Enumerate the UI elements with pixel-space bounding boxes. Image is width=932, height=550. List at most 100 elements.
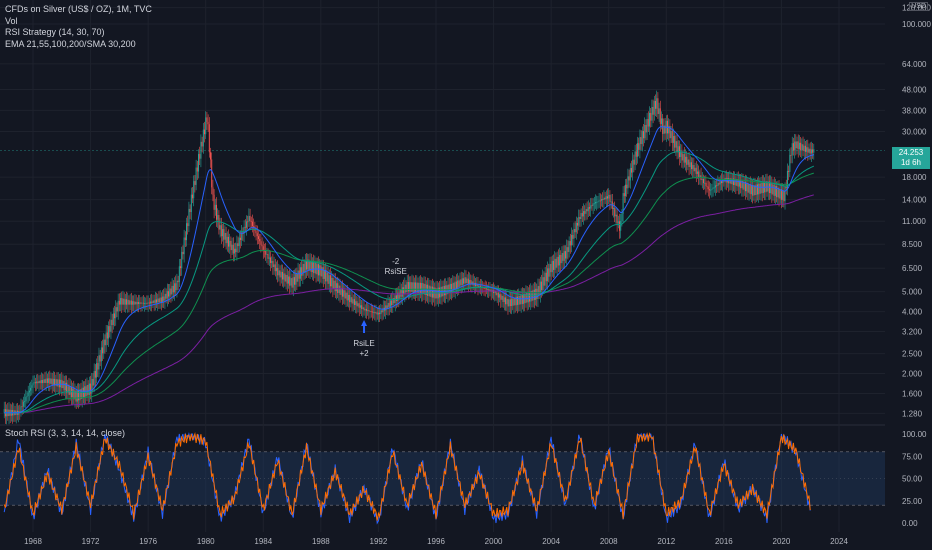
candle-body bbox=[49, 378, 51, 384]
candle-body bbox=[622, 193, 624, 214]
candle-body bbox=[250, 221, 252, 222]
candle-body bbox=[488, 288, 490, 291]
candle-body bbox=[388, 302, 390, 307]
time-tick-label: 2016 bbox=[715, 537, 733, 546]
candle-body bbox=[479, 285, 481, 288]
candle-body bbox=[571, 235, 573, 246]
candle-body bbox=[405, 284, 407, 293]
candle-body bbox=[737, 179, 739, 187]
candle-body bbox=[150, 301, 152, 304]
candle-body bbox=[180, 266, 182, 269]
candle-body bbox=[170, 288, 172, 295]
candle-body bbox=[400, 289, 402, 297]
candle-body bbox=[512, 298, 514, 306]
candle-body bbox=[706, 186, 708, 187]
candle-body bbox=[141, 302, 143, 304]
candle-body bbox=[188, 208, 190, 227]
candle-body bbox=[776, 186, 778, 198]
candle-body bbox=[789, 154, 791, 172]
candle-body bbox=[579, 216, 581, 220]
candle-body bbox=[752, 185, 754, 196]
time-tick-label: 2012 bbox=[657, 537, 675, 546]
candle-body bbox=[711, 188, 713, 190]
candle-body bbox=[716, 185, 718, 187]
candle-body bbox=[374, 311, 376, 314]
candle-body bbox=[699, 175, 701, 177]
candle-body bbox=[160, 297, 162, 302]
candle-body bbox=[57, 379, 59, 387]
candle-body bbox=[351, 297, 353, 304]
candle-body bbox=[430, 286, 432, 297]
candle-body bbox=[234, 248, 235, 254]
candle-body bbox=[494, 291, 496, 294]
candle-body bbox=[748, 184, 750, 193]
candle-body bbox=[40, 380, 42, 384]
candle-body bbox=[520, 294, 522, 305]
candle-body bbox=[340, 287, 342, 295]
candle-body bbox=[104, 339, 106, 346]
candle-body bbox=[794, 141, 796, 151]
candle-body bbox=[50, 378, 52, 384]
candle-body bbox=[452, 282, 454, 292]
price-tick-label: 2.500 bbox=[902, 350, 923, 359]
candle-body bbox=[756, 184, 758, 195]
candle-body bbox=[639, 137, 641, 150]
candle-body bbox=[72, 388, 74, 398]
price-tick-label: 1.280 bbox=[902, 409, 923, 418]
time-tick-label: 1984 bbox=[254, 537, 272, 546]
candle-body bbox=[156, 299, 158, 303]
candle-body bbox=[127, 299, 129, 305]
candle-body bbox=[545, 272, 547, 282]
candle-body bbox=[497, 292, 499, 298]
stoch-d-line bbox=[3, 432, 811, 521]
candle-body bbox=[755, 184, 757, 195]
stoch-rsi-label[interactable]: Stoch RSI (3, 3, 14, 14, close) bbox=[5, 428, 126, 438]
price-tick-label: 5.000 bbox=[902, 288, 923, 297]
candle-body bbox=[797, 141, 799, 150]
candle-body bbox=[796, 141, 798, 149]
candle-body bbox=[577, 222, 579, 226]
candle-body bbox=[184, 237, 186, 241]
symbol-title[interactable]: CFDs on Silver (US$ / OZ), 1M, TVC bbox=[5, 4, 152, 14]
candle-body bbox=[328, 275, 330, 284]
candle-body bbox=[165, 293, 167, 299]
candle-body bbox=[713, 187, 715, 189]
candle-body bbox=[668, 125, 670, 134]
candle-body bbox=[506, 299, 508, 305]
candle-body bbox=[683, 154, 685, 163]
candle-body bbox=[267, 254, 269, 259]
candle-body bbox=[298, 270, 300, 279]
candle-body bbox=[734, 178, 736, 185]
candle-body bbox=[615, 214, 617, 217]
candle-body bbox=[597, 201, 599, 203]
currency-label[interactable]: USD bbox=[909, 2, 928, 11]
candle-body bbox=[443, 286, 445, 296]
candle-body bbox=[560, 254, 562, 264]
candle-body bbox=[662, 118, 664, 134]
time-tick-label: 2020 bbox=[773, 537, 791, 546]
candle-body bbox=[660, 118, 662, 124]
ema-indicator-label[interactable]: EMA 21,55,100,200/SMA 30,200 bbox=[5, 38, 136, 49]
ema-21-line bbox=[4, 126, 814, 414]
candle-body bbox=[740, 179, 742, 189]
candle-body bbox=[511, 298, 513, 307]
sma-200-line bbox=[4, 194, 814, 414]
candle-body bbox=[333, 280, 335, 289]
candle-body bbox=[500, 294, 502, 300]
candle-body bbox=[32, 383, 34, 386]
candle-body bbox=[66, 382, 68, 393]
candle-body bbox=[451, 283, 453, 292]
candle-body bbox=[115, 307, 117, 319]
price-tick-label: 120.000 bbox=[902, 4, 931, 13]
candle-body bbox=[344, 290, 346, 299]
candle-body bbox=[389, 300, 391, 307]
candle-body bbox=[559, 254, 561, 266]
candle-body bbox=[395, 295, 397, 301]
volume-indicator-label[interactable]: Vol bbox=[5, 15, 18, 26]
rsi-strategy-label[interactable]: RSI Strategy (14, 30, 70) bbox=[5, 27, 105, 37]
candle-body bbox=[259, 238, 261, 242]
candle-body bbox=[760, 182, 762, 194]
candle-body bbox=[228, 236, 230, 247]
candle-body bbox=[759, 183, 761, 194]
